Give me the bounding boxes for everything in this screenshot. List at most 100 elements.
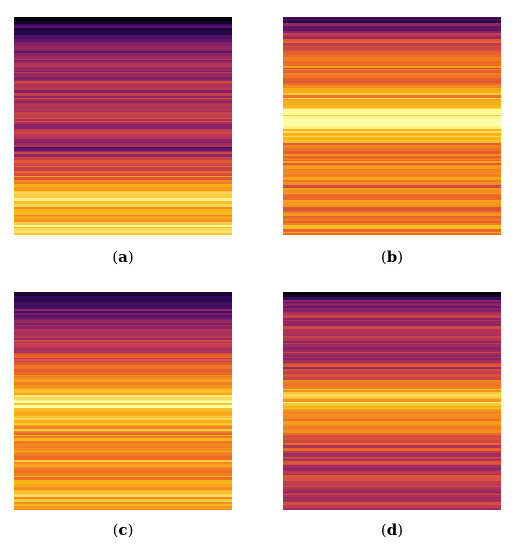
heatmap-a-row: [14, 180, 232, 182]
heatmap-a-row: [14, 225, 232, 227]
heatmap-d-row: [283, 374, 501, 376]
heatmap-d-row: [283, 297, 501, 300]
heatmap-b-row: [283, 115, 501, 116]
heatmap-d-row: [283, 324, 501, 325]
heatmap-b-row: [283, 66, 501, 68]
heatmap-d-row: [283, 292, 501, 295]
heatmap-b-row: [283, 105, 501, 108]
heatmap-d-row: [283, 302, 501, 303]
heatmap-c-row: [14, 326, 232, 329]
heatmap-c-row: [14, 441, 232, 444]
heatmap-b-row: [283, 188, 501, 190]
heatmap-c-row: [14, 479, 232, 480]
heatmap-c-row: [14, 438, 232, 441]
heatmap-d-row: [283, 497, 501, 498]
heatmap-d-row: [283, 313, 501, 315]
heatmap-a-row: [14, 171, 232, 173]
heatmap-c-row: [14, 342, 232, 343]
heatmap-b-svg: [283, 17, 501, 235]
heatmap-d-row: [283, 363, 501, 364]
heatmap-a-row: [14, 59, 232, 60]
heatmap-c-row: [14, 431, 232, 432]
heatmap-d-row: [283, 479, 501, 481]
heatmap-b-row: [283, 129, 501, 131]
heatmap-a-row: [14, 106, 232, 109]
heatmap-b-row: [283, 190, 501, 193]
heatmap-c-row: [14, 305, 232, 308]
heatmap-a-row: [14, 227, 232, 228]
heatmap-c-row: [14, 420, 232, 423]
heatmap-b-row: [283, 33, 501, 35]
heatmap-c-row: [14, 480, 232, 481]
heatmap-a-row: [14, 51, 232, 53]
heatmap-d-row: [283, 399, 501, 402]
heatmap-c-row: [14, 436, 232, 438]
heatmap-d-row: [283, 308, 501, 309]
heatmap-panel-b: [283, 17, 501, 235]
heatmap-c-row: [14, 476, 232, 477]
caption-c-letter: c: [118, 521, 128, 539]
heatmap-c-row: [14, 464, 232, 467]
heatmap-d-row: [283, 454, 501, 457]
heatmap-c-row: [14, 504, 232, 506]
heatmap-d-row: [283, 435, 501, 438]
heatmap-d-row: [283, 303, 501, 306]
heatmap-a-row: [14, 30, 232, 33]
heatmap-c-row: [14, 372, 232, 375]
heatmap-c-row: [14, 506, 232, 509]
heatmap-a-row: [14, 154, 232, 157]
heatmap-b-row: [283, 99, 501, 101]
heatmap-a-row: [14, 147, 232, 148]
heatmap-a-row: [14, 194, 232, 197]
heatmap-a-row: [14, 131, 232, 134]
heatmap-a-row: [14, 80, 232, 81]
heatmap-a-row: [14, 20, 232, 21]
heatmap-c-row: [14, 322, 232, 323]
heatmap-a-row: [14, 129, 232, 131]
heatmap-b-row: [283, 193, 501, 194]
heatmap-c-row: [14, 323, 232, 325]
heatmap-b-row: [283, 26, 501, 27]
heatmap-c-row: [14, 433, 232, 434]
heatmap-panel-c: [14, 292, 232, 510]
heatmap-d-row: [283, 468, 501, 470]
heatmap-b-row: [283, 92, 501, 93]
heatmap-c-row: [14, 351, 232, 353]
heatmap-d-row: [283, 386, 501, 389]
heatmap-c-row: [14, 379, 232, 382]
heatmap-a-row: [14, 188, 232, 191]
heatmap-a-row: [14, 173, 232, 175]
heatmap-d-row: [283, 473, 501, 474]
heatmap-d-row: [283, 449, 501, 451]
heatmap-a-row: [14, 152, 232, 154]
heatmap-d-row: [283, 458, 501, 459]
heatmap-d-row: [283, 340, 501, 341]
heatmap-a-row: [14, 38, 232, 39]
heatmap-c-row: [14, 408, 232, 411]
heatmap-c-row: [14, 418, 232, 420]
heatmap-b-row: [283, 154, 501, 156]
heatmap-d-row: [283, 320, 501, 321]
heatmap-a-row: [14, 145, 232, 147]
heatmap-a-row: [14, 160, 232, 163]
heatmap-b-row: [283, 131, 501, 133]
heatmap-c-row: [14, 477, 232, 479]
heatmap-a-row: [14, 215, 232, 216]
heatmap-a-row: [14, 198, 232, 201]
heatmap-a-row: [14, 143, 232, 145]
heatmap-b-row: [283, 221, 501, 223]
heatmap-b-row: [283, 143, 501, 145]
heatmap-a-row: [14, 77, 232, 79]
heatmap-d-row: [283, 487, 501, 489]
heatmap-a-row: [14, 142, 232, 143]
heatmap-b-row: [283, 27, 501, 28]
heatmap-d-row: [283, 347, 501, 350]
heatmap-a-row: [14, 72, 232, 73]
heatmap-a-row: [14, 66, 232, 68]
heatmap-b-row: [283, 197, 501, 200]
heatmap-d-row: [283, 406, 501, 408]
heatmap-a-row: [14, 93, 232, 96]
heatmap-c-row: [14, 385, 232, 388]
heatmap-d-row: [283, 331, 501, 334]
heatmap-c-row: [14, 359, 232, 361]
